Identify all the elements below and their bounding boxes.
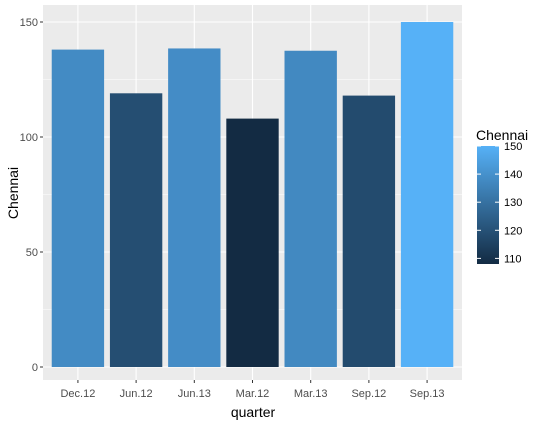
x-tick-label: Jun.13 [178,388,211,400]
legend-tick-label: 120 [504,225,522,237]
y-axis: 0 50 100 150 [20,17,43,374]
legend-tick-label: 150 [504,141,522,153]
x-tick-label: Sep.12 [351,388,386,400]
bar-Sep.13 [400,22,454,367]
legend-title: Chennai [476,127,528,143]
bars [51,22,454,368]
y-axis-title: Chennai [5,167,21,219]
x-axis: Dec.12 Jun.12 Jun.13 Mar.12 Mar.13 Sep.12 Sep.… [60,380,445,400]
x-axis-title: quarter [231,404,276,420]
bar-Sep.12 [342,95,396,367]
legend: Chennai 110 120 130 140 150 [476,127,528,265]
legend-tick-label: 140 [504,169,522,181]
x-tick-label: Dec.12 [60,388,95,400]
bar-Mar.12 [226,118,279,367]
x-tick-label: Sep.13 [410,388,445,400]
x-tick-label: Jun.12 [120,388,153,400]
bar-Dec.12 [51,49,105,367]
y-tick-label: 50 [26,247,38,259]
legend-ticks: 110 120 130 140 150 [477,141,522,265]
bar-Mar.13 [284,50,337,367]
legend-tick-label: 110 [504,253,522,265]
x-tick-label: Mar.13 [294,388,328,400]
y-tick-label: 0 [32,362,38,374]
legend-tick-label: 130 [504,197,522,209]
x-tick-label: Mar.12 [236,388,270,400]
y-tick-label: 150 [20,17,38,29]
y-tick-label: 100 [20,132,38,144]
legend-colorbar [477,146,499,264]
bar-Jun.12 [109,93,163,368]
bar-Jun.13 [168,48,221,367]
